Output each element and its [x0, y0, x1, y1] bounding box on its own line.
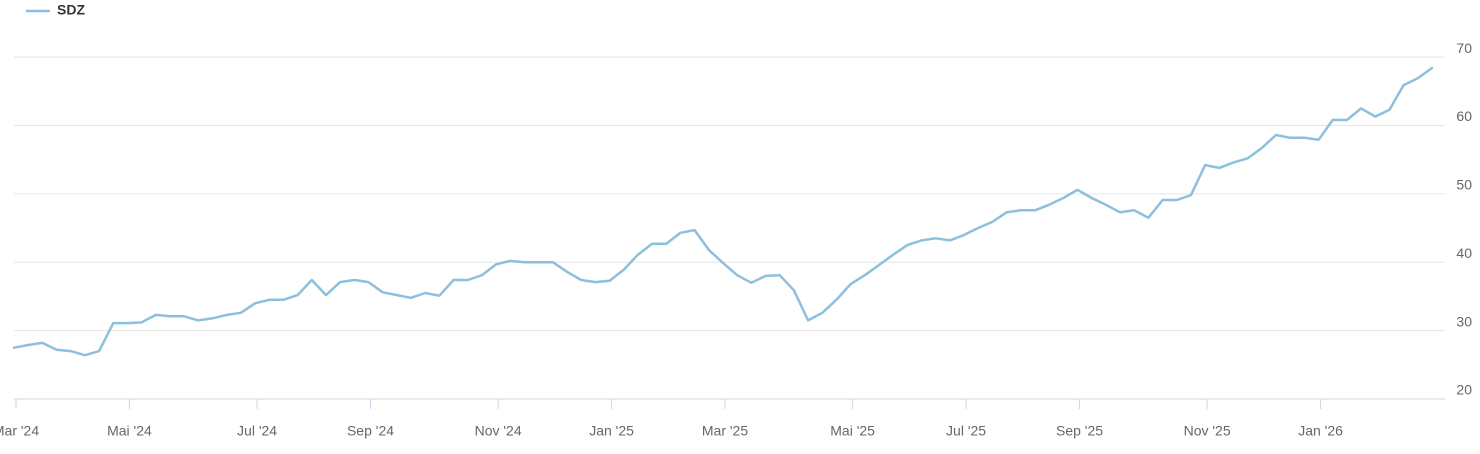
x-tick-label: Jul '25 — [946, 423, 986, 439]
x-tick-label: Jul '24 — [237, 423, 277, 439]
y-tick-label: 60 — [1456, 108, 1472, 124]
y-tick-label: 30 — [1456, 313, 1472, 329]
x-tick-label: Sep '24 — [347, 423, 394, 439]
x-tick-label: Mai '25 — [830, 423, 875, 439]
x-tick-label: Sep '25 — [1056, 423, 1103, 439]
y-tick-label: 50 — [1456, 177, 1472, 193]
x-tick-label: Mar '24 — [0, 423, 39, 439]
legend-item: SDZ — [26, 2, 85, 18]
x-tick-label: Jan '25 — [589, 423, 634, 439]
y-tick-label: 40 — [1456, 245, 1472, 261]
x-tick-label: Mar '25 — [702, 423, 748, 439]
x-tick-label: Jan '26 — [1298, 423, 1343, 439]
legend-label: SDZ — [57, 2, 85, 18]
x-tick-label: Mai '24 — [107, 423, 152, 439]
x-tick-label: Nov '25 — [1184, 423, 1231, 439]
data-line — [12, 66, 1434, 357]
x-tick-label: Nov '24 — [475, 423, 522, 439]
y-tick-label: 20 — [1456, 382, 1472, 398]
y-tick-label: 70 — [1456, 40, 1472, 56]
